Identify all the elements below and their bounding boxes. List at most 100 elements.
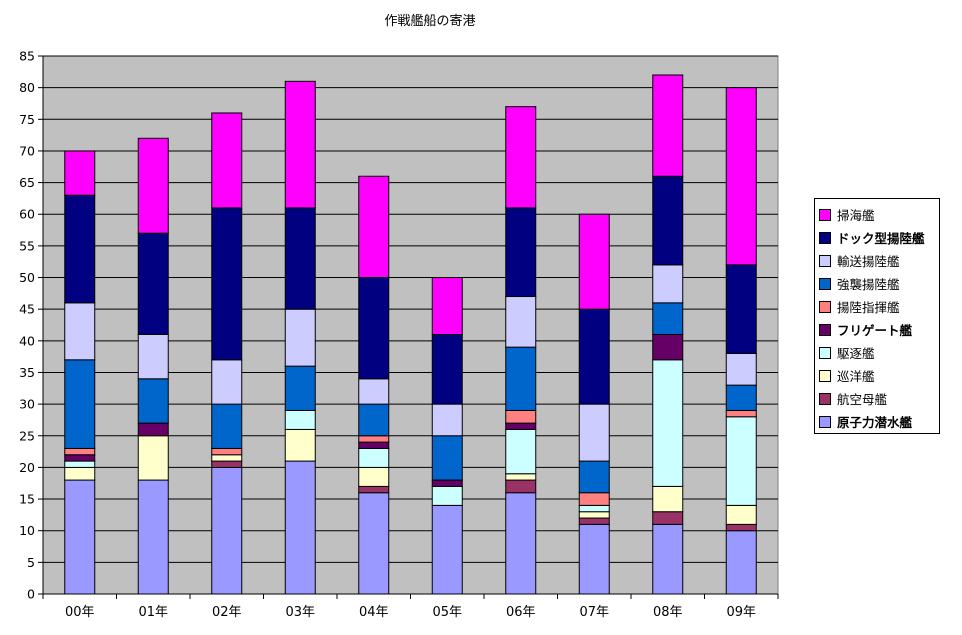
y-tick-label: 60 (19, 207, 35, 222)
bar-segment (725, 504, 757, 525)
y-tick-label: 30 (19, 397, 35, 412)
bar-segment (284, 80, 316, 209)
bar-segment (211, 460, 243, 468)
bar-segment (652, 74, 684, 177)
bar-segment (578, 213, 610, 310)
bar-segment (211, 403, 243, 449)
bar-segment (64, 479, 96, 595)
bar-segment (64, 447, 96, 456)
y-tick-label: 80 (19, 80, 35, 95)
legend-item: 航空母艦 (819, 387, 939, 410)
legend-item: フリゲート艦 (819, 318, 939, 341)
bar-segment (358, 492, 390, 595)
bar-segment (137, 422, 169, 437)
y-tick-label: 75 (19, 112, 35, 127)
bar-segment (725, 264, 757, 354)
chart-title: 作戦艦船の寄港 (384, 14, 476, 29)
x-tick-label: 09年 (726, 605, 756, 620)
bar-segment (358, 485, 390, 494)
legend-item: 駆逐艦 (819, 341, 939, 364)
legend-item: 輸送揚陸艦 (819, 249, 939, 272)
legend-item: 原子力潜水艦 (819, 410, 939, 433)
bar-segment (505, 492, 537, 595)
bar-segment (725, 530, 757, 595)
x-axis: 00年 01年 02年 03年 04年 05年 06年 07年 08年 09年 (42, 593, 779, 620)
bar-segment (431, 479, 463, 487)
bar-segment (358, 403, 390, 437)
y-tick-label: 0 (27, 587, 35, 602)
legend-label: フリゲート艦 (837, 323, 913, 338)
legend-item: ドック型揚陸艦 (819, 226, 939, 249)
bar-segment (652, 359, 684, 487)
bar-segment (505, 422, 537, 430)
x-tick-label: 01年 (138, 605, 168, 620)
legend-item: 揚陸指揮艦 (819, 295, 939, 318)
y-tick-label: 5 (27, 555, 35, 570)
bar-segment (358, 441, 390, 449)
legend-swatch (819, 300, 831, 313)
legend-swatch (819, 369, 831, 382)
bar-segment (64, 466, 96, 481)
bar-segment (137, 378, 169, 424)
legend-swatch (819, 323, 831, 336)
bar-segment (358, 466, 390, 487)
bar-segment (652, 523, 684, 595)
legend-item: 掃海艦 (819, 203, 939, 226)
y-tick-label: 55 (19, 238, 35, 253)
legend-label: 揚陸指揮艦 (837, 300, 900, 315)
bar-segment (652, 302, 684, 335)
legend-label: 航空母艦 (837, 392, 888, 407)
legend-item: 強襲揚陸艦 (819, 272, 939, 295)
legend-label: 巡洋艦 (837, 369, 875, 384)
y-tick-label: 35 (19, 365, 35, 380)
bar-segment (358, 435, 390, 443)
bar-segment (137, 333, 169, 380)
bar-segment (211, 466, 243, 595)
bar-segment (137, 479, 169, 595)
legend-label: 輸送揚陸艦 (837, 254, 900, 269)
bar-segment (137, 232, 169, 335)
bar-segment (284, 365, 316, 411)
bar-segment (725, 416, 757, 506)
bar-segment (652, 175, 684, 266)
legend-swatch (819, 231, 831, 244)
bar-segment (284, 409, 316, 430)
y-tick-label: 50 (19, 270, 35, 285)
bar-segment (431, 504, 463, 595)
bar-segment (578, 504, 610, 513)
bar-segment (284, 308, 316, 367)
bar-segment (431, 403, 463, 437)
bar-segment (652, 264, 684, 304)
legend-swatch (819, 254, 831, 267)
bars (64, 74, 757, 595)
y-tick-label: 85 (19, 49, 35, 64)
bar-segment (578, 492, 610, 506)
bar-segment (137, 435, 169, 481)
bar-segment (505, 106, 537, 209)
bar-segment (578, 511, 610, 519)
bar-segment (211, 207, 243, 361)
bar-segment (64, 194, 96, 304)
bar-segment (652, 333, 684, 361)
x-tick-label: 02年 (212, 605, 242, 620)
bar-segment (211, 447, 243, 456)
legend-label: ドック型揚陸艦 (837, 231, 925, 246)
y-tick-label: 70 (19, 143, 35, 158)
x-tick-label: 06年 (506, 605, 536, 620)
y-tick-label: 25 (19, 428, 35, 443)
bar-segment (578, 403, 610, 462)
bar-segment (652, 511, 684, 525)
bar-segment (284, 460, 316, 595)
bar-segment (64, 460, 96, 468)
bar-segment (505, 428, 537, 475)
y-tick-label: 40 (19, 333, 35, 348)
bar-segment (431, 485, 463, 506)
x-tick-label: 03年 (285, 605, 315, 620)
bar-segment (431, 277, 463, 335)
bar-segment (284, 428, 316, 462)
bar-segment (358, 277, 390, 380)
bar-segment (284, 207, 316, 310)
bar-segment (137, 137, 169, 234)
legend-swatch (819, 392, 831, 405)
